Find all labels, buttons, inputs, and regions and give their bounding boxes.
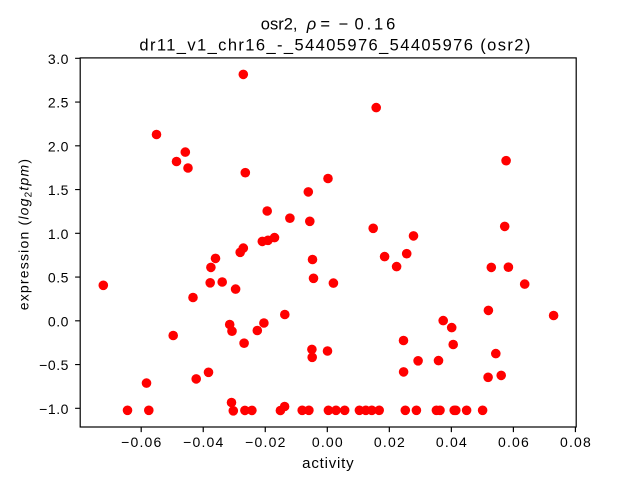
- svg-text:0.04: 0.04: [436, 434, 468, 450]
- svg-text:osr2,ρ=−0.16: osr2, ρ = −0.16: [261, 15, 398, 33]
- svg-text:2.0: 2.0: [48, 138, 69, 154]
- svg-text:−0.06: −0.06: [121, 434, 162, 450]
- svg-text:0.0: 0.0: [48, 313, 69, 329]
- svg-text:0.02: 0.02: [374, 434, 406, 450]
- svg-text:0.5: 0.5: [48, 270, 69, 286]
- svg-text:dr11_v1_chr16_-_54405976_54405: dr11_v1_chr16_-_54405976_54405976 (osr2): [139, 37, 531, 55]
- svg-text:3.0: 3.0: [48, 51, 69, 67]
- svg-text:−0.02: −0.02: [245, 434, 286, 450]
- svg-text:−0.04: −0.04: [183, 434, 224, 450]
- svg-text:1.0: 1.0: [48, 226, 69, 242]
- svg-text:0.00: 0.00: [312, 434, 344, 450]
- svg-text:−1.0: −1.0: [39, 401, 69, 417]
- svg-text:0.08: 0.08: [560, 434, 592, 450]
- svg-text:1.5: 1.5: [48, 182, 69, 198]
- svg-text:−0.5: −0.5: [39, 357, 69, 373]
- svg-text:activity: activity: [302, 455, 354, 472]
- svg-text:2.5: 2.5: [48, 95, 69, 111]
- svg-text:0.06: 0.06: [498, 434, 530, 450]
